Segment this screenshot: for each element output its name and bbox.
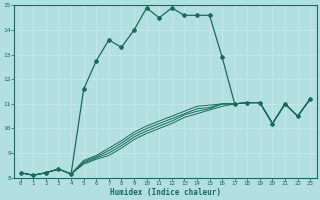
X-axis label: Humidex (Indice chaleur): Humidex (Indice chaleur) (110, 188, 221, 197)
